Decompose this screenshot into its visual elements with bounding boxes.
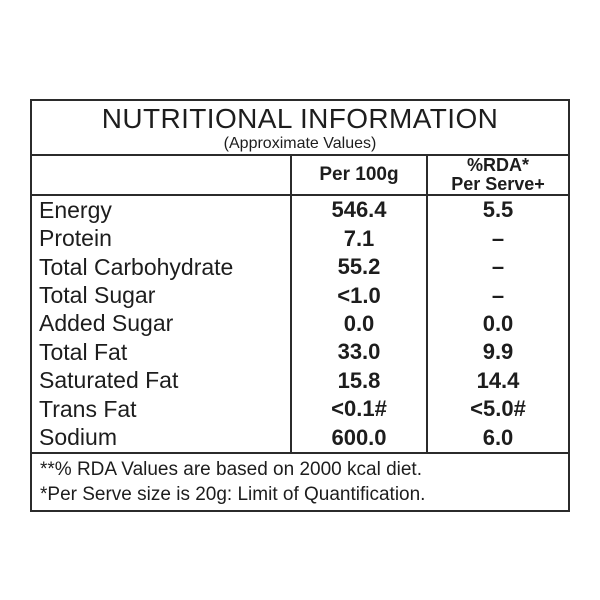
row-sodium-rda: 6.0	[426, 423, 568, 452]
row-added-sugar-label: Added Sugar	[39, 310, 174, 337]
row-trans-fat-rda: <5.0#	[426, 395, 568, 424]
row-total-carbohydrate-label: Total Carbohydrate	[39, 253, 234, 280]
row-total-sugar-rda: –	[426, 281, 568, 310]
row-protein-label: Protein	[39, 225, 112, 252]
row-saturated-fat-rda: 14.4	[426, 366, 568, 396]
row-sodium-label: Sodium	[39, 424, 117, 451]
row-total-fat-rda: 9.9	[426, 338, 568, 367]
row-saturated-fat-label: Saturated Fat	[39, 367, 179, 394]
row-protein-per100g: 7.1	[290, 224, 426, 253]
row-added-sugar-per100g: 0.0	[290, 309, 426, 339]
row-trans-fat-per100g: <0.1#	[290, 395, 426, 424]
row-saturated-fat-per100g: 15.8	[290, 366, 426, 396]
row-energy-per100g: 546.4	[290, 196, 426, 225]
row-total-sugar-per100g: <1.0	[290, 281, 426, 310]
column-header-rda-per-serve: %RDA* Per Serve+	[426, 156, 568, 196]
page-subtitle: (Approximate Values)	[223, 135, 377, 152]
page-title: NUTRITIONAL INFORMATION	[101, 103, 499, 134]
row-trans-fat-label: Trans Fat	[39, 395, 137, 422]
column-header-per-100g: Per 100g	[290, 156, 426, 196]
title-block: NUTRITIONAL INFORMATION (Approximate Val…	[32, 101, 568, 156]
nutrition-panel: NUTRITIONAL INFORMATION (Approximate Val…	[30, 99, 570, 512]
row-added-sugar-rda: 0.0	[426, 309, 568, 339]
column-header-blank	[32, 156, 290, 196]
row-protein-rda: –	[426, 224, 568, 253]
row-energy-label: Energy	[39, 196, 112, 223]
footnote-rda: **% RDA Values are based on 2000 kcal di…	[40, 459, 422, 480]
nutrition-table: Per 100g %RDA* Per Serve+ Energy 546.4 5…	[32, 156, 568, 452]
row-total-fat-label: Total Fat	[39, 338, 128, 365]
footnote-serve-size: *Per Serve size is 20g: Limit of Quantif…	[40, 484, 426, 505]
row-energy-rda: 5.5	[426, 196, 568, 225]
rda-header-line1: %RDA*	[466, 156, 529, 175]
footnotes-block: **% RDA Values are based on 2000 kcal di…	[32, 452, 568, 510]
row-total-fat-per100g: 33.0	[290, 338, 426, 367]
row-sodium-per100g: 600.0	[290, 423, 426, 452]
rda-header-line2: Per Serve+	[451, 174, 545, 194]
row-total-sugar-label: Total Sugar	[39, 282, 156, 309]
row-total-carbohydrate-per100g: 55.2	[290, 252, 426, 282]
row-total-carbohydrate-rda: –	[426, 252, 568, 282]
